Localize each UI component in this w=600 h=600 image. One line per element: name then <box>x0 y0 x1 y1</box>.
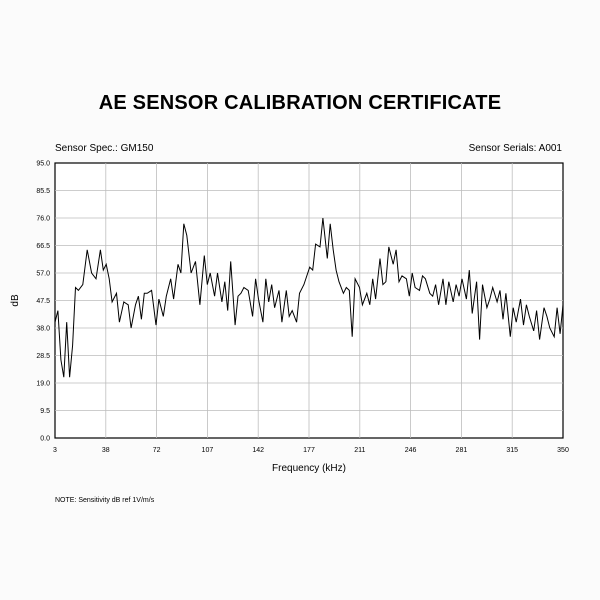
y-tick-label: 19.0 <box>36 381 50 388</box>
x-tick-label: 177 <box>303 447 315 454</box>
x-tick-label: 246 <box>405 447 417 454</box>
sensitivity-series-line <box>54 217 564 378</box>
x-tick-label: 38 <box>102 447 110 454</box>
y-tick-label: 76.0 <box>36 216 50 223</box>
grid-lines <box>55 163 563 438</box>
x-tick-label: 281 <box>456 447 468 454</box>
y-tick-label: 95.0 <box>36 161 50 168</box>
note-text: NOTE: Sensitivity dB ref 1V/m/s <box>55 497 155 504</box>
x-tick-label: 350 <box>557 447 569 454</box>
x-tick-label: 3 <box>53 447 57 454</box>
y-tick-labels: 95.0 85.5 76.0 66.5 57.0 47.5 38.0 28.5 19.0 9.5 0… <box>36 161 50 443</box>
x-tick-label: 142 <box>252 447 264 454</box>
x-axis-label: Frequency (kHz) <box>272 463 346 474</box>
y-tick-label: 57.0 <box>36 271 50 278</box>
sensor-spec: Sensor Spec.: GM150 <box>55 143 154 154</box>
x-tick-labels: 3 38 72 107 142 177 211 246 281 315 350 <box>53 447 569 454</box>
y-tick-label: 66.5 <box>36 243 50 250</box>
y-tick-label: 0.0 <box>40 436 50 443</box>
x-tick-label: 107 <box>202 447 214 454</box>
certificate-title: AE SENSOR CALIBRATION CERTIFICATE <box>98 92 502 114</box>
y-axis-label: dB <box>10 294 21 307</box>
y-tick-label: 38.0 <box>36 326 50 333</box>
y-tick-label: 47.5 <box>36 298 50 305</box>
x-tick-label: 72 <box>153 447 161 454</box>
x-tick-label: 211 <box>354 447 365 454</box>
y-tick-label: 28.5 <box>36 353 50 360</box>
y-tick-label: 85.5 <box>36 188 50 195</box>
sensor-serials: Sensor Serials: A001 <box>468 143 562 154</box>
y-tick-label: 9.5 <box>40 408 50 415</box>
x-tick-label: 315 <box>506 447 518 454</box>
